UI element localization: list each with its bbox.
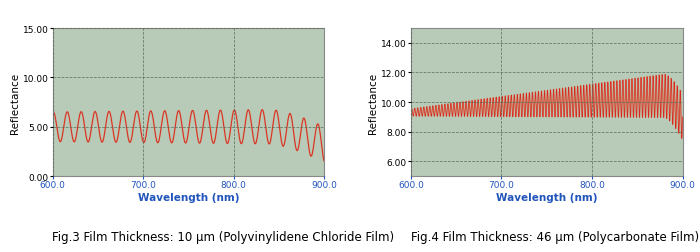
Y-axis label: Reflectance: Reflectance	[10, 72, 20, 133]
Y-axis label: Reflectance: Reflectance	[368, 72, 378, 133]
Text: Fig.3 Film Thickness: 10 μm (Polyvinylidene Chloride Film): Fig.3 Film Thickness: 10 μm (Polyvinylid…	[52, 230, 395, 243]
Text: Fig.4 Film Thickness: 46 μm (Polycarbonate Film): Fig.4 Film Thickness: 46 μm (Polycarbona…	[411, 230, 699, 243]
X-axis label: Wavelength (nm): Wavelength (nm)	[496, 192, 598, 202]
X-axis label: Wavelength (nm): Wavelength (nm)	[137, 192, 239, 202]
